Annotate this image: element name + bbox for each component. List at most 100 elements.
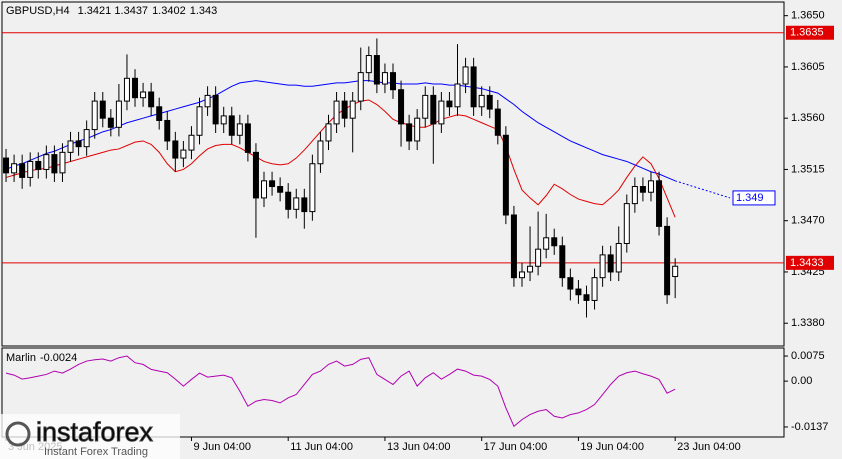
candle-body xyxy=(59,151,66,174)
forecast-line xyxy=(675,180,731,199)
candle-body xyxy=(220,115,227,125)
y-tick-label: 1.3560 xyxy=(791,112,825,124)
watermark-logo xyxy=(5,421,31,447)
candle-body xyxy=(180,149,187,159)
candle-body xyxy=(373,55,380,85)
candle-body xyxy=(140,91,147,99)
candle-body xyxy=(454,83,461,108)
panel-candlestick: 1.33801.34251.34701.35151.35601.36051.36… xyxy=(2,10,834,453)
candle-body xyxy=(244,123,251,153)
ohlc-close: 1.343 xyxy=(190,5,218,17)
level-label: 1.3433 xyxy=(790,257,824,269)
candle-body xyxy=(35,160,42,170)
candle-body xyxy=(188,134,195,151)
candle-body xyxy=(196,106,203,136)
candle-body xyxy=(204,94,211,108)
candle-body xyxy=(285,191,292,210)
candle-body xyxy=(252,151,259,199)
candle-body xyxy=(446,100,453,108)
level-label-box xyxy=(786,255,834,270)
candle-body xyxy=(390,72,396,91)
candle-body xyxy=(527,265,534,273)
candle-body xyxy=(430,94,437,125)
candle-body xyxy=(325,123,332,142)
candle-body xyxy=(575,288,582,296)
candle-body xyxy=(115,100,122,128)
candle-body xyxy=(51,154,58,174)
candle-body xyxy=(656,180,663,227)
indicator-value: -0.0024 xyxy=(40,352,77,364)
ohlc-high: 1.3437 xyxy=(114,5,148,17)
x-tick-label: 9 Jun 04:00 xyxy=(193,441,251,453)
candle-body xyxy=(414,117,421,142)
candle-body xyxy=(228,115,235,136)
candle-body xyxy=(599,254,606,279)
candle-body xyxy=(365,55,372,74)
candle-body xyxy=(478,94,485,108)
candle-body xyxy=(3,157,10,174)
candle-body xyxy=(317,140,324,165)
candle-body xyxy=(132,77,139,99)
x-tick-label: 17 Jun 04:00 xyxy=(484,441,548,453)
candle-body xyxy=(422,94,429,119)
candle-body xyxy=(631,186,638,205)
candle-body xyxy=(486,94,493,110)
candle-body xyxy=(398,89,405,125)
x-tick-label: 19 Jun 04:00 xyxy=(580,441,644,453)
indicator-line xyxy=(5,99,676,218)
candle-body xyxy=(236,123,243,136)
y-tick-label: 0.00 xyxy=(791,375,812,387)
candle-body xyxy=(591,277,598,301)
candle-body xyxy=(349,100,356,119)
candle-body xyxy=(518,271,525,279)
candle-body xyxy=(269,180,276,188)
panel-line: -0.0137 0.00 0.0075 xyxy=(5,350,828,433)
candle-body xyxy=(212,94,219,125)
candle-body xyxy=(148,91,155,108)
watermark: instaforex Instant Forex Trading xyxy=(0,414,180,459)
candle-body xyxy=(647,180,654,193)
candle-body xyxy=(438,100,445,125)
candle-body xyxy=(607,254,614,273)
candle-body xyxy=(381,72,388,85)
watermark-tagline: Instant Forex Trading xyxy=(44,446,148,458)
y-tick-label: 1.3470 xyxy=(791,215,825,227)
main-panel xyxy=(1,1,785,347)
header: GBPUSD,H4 1.3421 1.3437 1.3402 1.343 xyxy=(6,5,217,17)
candle-body xyxy=(559,245,566,279)
candle-body xyxy=(261,180,268,199)
watermark-brand: instaforex xyxy=(36,417,154,447)
level-label: 1.3635 xyxy=(790,27,824,39)
candle-body xyxy=(357,72,364,102)
plot-layer: 1.33801.34251.34701.35151.35601.36051.36… xyxy=(2,10,834,453)
candle-body xyxy=(470,66,477,108)
candle-body xyxy=(551,237,558,247)
candle-body xyxy=(494,108,501,136)
indicator-header: Marlin -0.0024 xyxy=(6,352,77,364)
y-tick-label: 1.3380 xyxy=(791,317,825,329)
candle-body xyxy=(623,203,630,244)
candle-body xyxy=(567,277,574,290)
indicator-line xyxy=(5,355,676,428)
candle-body xyxy=(75,140,82,148)
candle-body xyxy=(293,197,300,210)
x-tick-label: 13 Jun 04:00 xyxy=(387,441,451,453)
candle-body xyxy=(406,123,413,142)
candle-body xyxy=(510,214,517,279)
indicator-name: Marlin xyxy=(6,352,36,364)
y-tick-label: -0.0137 xyxy=(791,421,828,433)
candle-body xyxy=(67,140,74,153)
forecast-label-box xyxy=(732,190,776,206)
candle-body xyxy=(11,163,18,174)
forecast-label: 1.349 xyxy=(736,192,764,204)
x-tick-label: 11 Jun 04:00 xyxy=(290,441,353,453)
candle-body xyxy=(172,140,179,159)
ohlc-low: 1.3402 xyxy=(152,5,186,17)
candle-body xyxy=(341,100,348,119)
candle-body xyxy=(123,77,130,102)
candle-body xyxy=(639,186,646,193)
level-label-box xyxy=(786,25,834,40)
candle-body xyxy=(277,186,284,193)
candle-body xyxy=(83,129,90,148)
